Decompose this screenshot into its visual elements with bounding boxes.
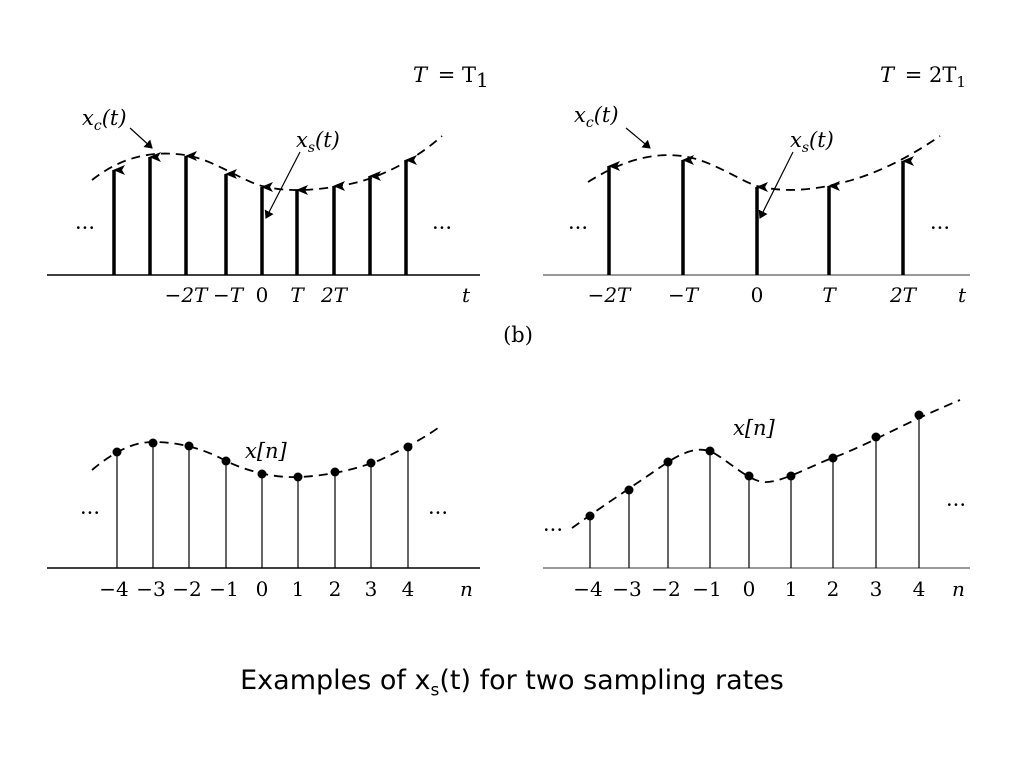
tick-label: 1: [785, 577, 798, 601]
tick-label: 4: [913, 577, 926, 601]
caption-text-start: Examples of x: [240, 665, 431, 696]
sampled-signal-label: xs(t): [296, 128, 340, 156]
sample-dot: [366, 458, 376, 468]
caption-text-end: (t) for two sampling rates: [439, 665, 784, 696]
stem-sequence: [589, 415, 920, 568]
sample-dot: [786, 471, 796, 481]
tick-label: −2: [651, 577, 680, 601]
tick-label: −2T: [588, 283, 632, 307]
sample-dot: [828, 453, 838, 463]
tick-label: 3: [870, 577, 883, 601]
axis-variable: t: [462, 283, 471, 307]
panel-top-right: T = 2T1 xc(t) xs(t) ··· ··· t −2T −T 0 T…: [543, 63, 970, 307]
sample-dot: [184, 441, 194, 451]
sample-dot: [148, 438, 158, 448]
subfigure-label: (b): [503, 323, 533, 347]
figure-caption: Examples of xs(t) for two sampling rates: [0, 665, 1024, 700]
tick-label: 2T: [889, 283, 918, 307]
tick-labels: −4 −3 −2 −1 0 1 2 3 4: [573, 577, 925, 601]
ellipsis-left: ···: [543, 518, 563, 542]
continuous-signal-label: xc(t): [82, 106, 127, 134]
axis-variable: n: [460, 577, 473, 601]
tick-label: −1: [209, 577, 238, 601]
sample-dot: [330, 467, 340, 477]
sample-dot: [221, 456, 231, 466]
sample-dot: [585, 511, 595, 521]
axis-variable: t: [958, 283, 967, 307]
tick-label: −3: [612, 577, 641, 601]
ellipsis-right: ···: [428, 501, 448, 525]
tick-label: 2: [827, 577, 840, 601]
caption-subscript: s: [430, 680, 440, 701]
sample-dot: [914, 410, 924, 420]
samples-label-pointer: [758, 151, 794, 219]
sequence-label: x[n]: [245, 439, 288, 463]
curve-label-pointer: [129, 127, 153, 149]
panel-bottom-right: x[n] ··· ··· n −4 −3 −2 −1 0 1 2 3 4: [543, 399, 970, 601]
envelope-curve: [91, 424, 443, 478]
continuous-signal-label: xc(t): [574, 103, 619, 131]
sample-dot: [112, 447, 122, 457]
sample-dot: [744, 471, 754, 481]
tick-label: 0: [751, 283, 764, 307]
tick-label: −T: [213, 283, 245, 307]
tick-label: 2T: [320, 283, 349, 307]
sample-dot: [624, 485, 634, 495]
stem-sequence: [116, 443, 409, 568]
continuous-signal-curve: [91, 135, 443, 191]
ellipsis-left: ···: [75, 216, 95, 240]
sample-dot: [257, 469, 267, 479]
ellipsis-right: ···: [946, 493, 966, 517]
tick-labels: −4 −3 −2 −1 0 1 2 3 4: [99, 577, 414, 601]
tick-label: −2T: [165, 283, 209, 307]
panel-bottom-left: x[n] ··· ··· n −4 −3 −2 −1 0 1 2 3 4: [47, 424, 480, 601]
sample-dots: [112, 438, 413, 482]
impulse-train: [112, 151, 417, 275]
tick-label: T: [822, 283, 837, 307]
tick-labels: −2T −T 0 T 2T: [165, 283, 349, 307]
tick-label: −2: [172, 577, 201, 601]
tick-label: 0: [743, 577, 756, 601]
panel-top-left: T = T1 xc(t) xs(t) ··· ··· t −2T −T 0 T …: [47, 63, 489, 307]
sample-dot: [705, 446, 715, 456]
sample-dot: [293, 472, 303, 482]
impulse-train: [607, 155, 914, 275]
tick-label: −T: [668, 283, 700, 307]
period-label: T = T1: [413, 63, 489, 92]
period-label: T = 2T1: [880, 63, 966, 91]
tick-label: 1: [292, 577, 305, 601]
sampled-signal-label: xs(t): [790, 128, 834, 156]
ellipsis-right: ···: [432, 216, 452, 240]
sample-dots: [585, 410, 924, 521]
ellipsis-left: ···: [568, 216, 588, 240]
tick-label: 4: [402, 577, 415, 601]
ellipsis-right: ···: [930, 216, 950, 240]
continuous-signal-curve: [587, 135, 941, 191]
ellipsis-left: ···: [80, 501, 100, 525]
axis-variable: n: [952, 577, 965, 601]
tick-label: 3: [365, 577, 378, 601]
tick-label: T: [290, 283, 305, 307]
tick-labels: −2T −T 0 T 2T: [588, 283, 918, 307]
tick-label: −3: [136, 577, 165, 601]
samples-label-pointer: [264, 151, 301, 219]
tick-label: 0: [256, 283, 269, 307]
tick-label: 2: [329, 577, 342, 601]
tick-label: −4: [99, 577, 128, 601]
tick-label: 0: [256, 577, 269, 601]
curve-label-pointer: [625, 127, 651, 149]
tick-label: −4: [573, 577, 602, 601]
sequence-label: x[n]: [733, 416, 776, 440]
tick-label: −1: [692, 577, 721, 601]
sample-dot: [871, 432, 881, 442]
envelope-curve: [571, 399, 961, 529]
sample-dot: [403, 442, 413, 452]
sample-dot: [663, 457, 673, 467]
